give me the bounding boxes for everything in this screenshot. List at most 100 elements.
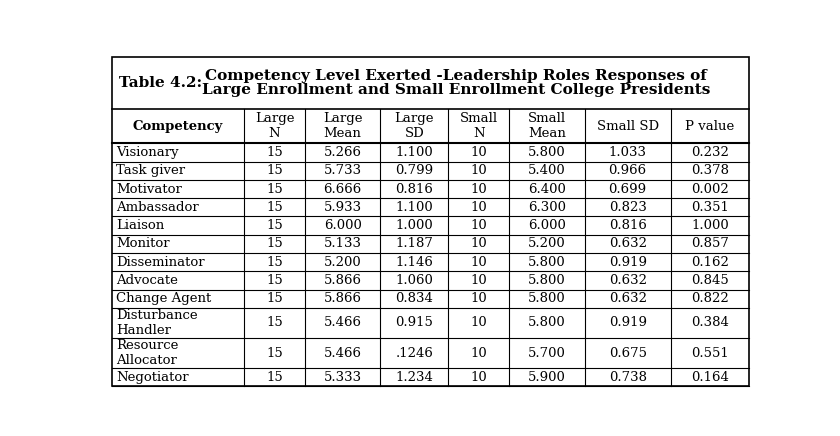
Text: 15: 15 bbox=[266, 292, 283, 305]
Text: 0.919: 0.919 bbox=[609, 255, 647, 269]
Text: 0.002: 0.002 bbox=[691, 183, 729, 195]
Text: Task giver: Task giver bbox=[116, 164, 185, 177]
Text: Large
Mean: Large Mean bbox=[323, 112, 362, 140]
Text: 5.900: 5.900 bbox=[528, 371, 566, 384]
Text: Monitor: Monitor bbox=[116, 237, 170, 250]
Text: 0.919: 0.919 bbox=[609, 317, 647, 330]
Text: Small
Mean: Small Mean bbox=[528, 112, 566, 140]
Text: 6.300: 6.300 bbox=[528, 201, 566, 214]
Text: 15: 15 bbox=[266, 183, 283, 195]
Text: 0.857: 0.857 bbox=[691, 237, 729, 250]
Text: 15: 15 bbox=[266, 146, 283, 159]
Text: 10: 10 bbox=[470, 292, 487, 305]
Text: 10: 10 bbox=[470, 317, 487, 330]
Text: 10: 10 bbox=[470, 255, 487, 269]
Text: 15: 15 bbox=[266, 237, 283, 250]
Text: 10: 10 bbox=[470, 219, 487, 232]
Text: 10: 10 bbox=[470, 347, 487, 360]
Text: 0.845: 0.845 bbox=[691, 274, 729, 287]
Text: 5.133: 5.133 bbox=[323, 237, 362, 250]
Text: 1.000: 1.000 bbox=[396, 219, 433, 232]
Text: Large
N: Large N bbox=[255, 112, 294, 140]
Text: Disseminator: Disseminator bbox=[116, 255, 205, 269]
Text: 0.551: 0.551 bbox=[691, 347, 729, 360]
Text: 10: 10 bbox=[470, 237, 487, 250]
Text: 10: 10 bbox=[470, 371, 487, 384]
Text: 1.146: 1.146 bbox=[396, 255, 433, 269]
Text: 0.816: 0.816 bbox=[609, 219, 647, 232]
Text: Small SD: Small SD bbox=[596, 120, 659, 133]
Text: 0.632: 0.632 bbox=[609, 292, 647, 305]
Text: 5.400: 5.400 bbox=[528, 164, 566, 177]
Text: 1.033: 1.033 bbox=[609, 146, 647, 159]
Text: 1.187: 1.187 bbox=[396, 237, 433, 250]
Text: Advocate: Advocate bbox=[116, 274, 178, 287]
Text: 0.378: 0.378 bbox=[691, 164, 729, 177]
Text: Table 4.2:: Table 4.2: bbox=[119, 76, 202, 90]
Text: 0.232: 0.232 bbox=[691, 146, 729, 159]
Text: 5.800: 5.800 bbox=[528, 274, 566, 287]
Text: 1.100: 1.100 bbox=[396, 146, 433, 159]
Text: 0.699: 0.699 bbox=[608, 183, 647, 195]
Text: 0.823: 0.823 bbox=[609, 201, 647, 214]
Text: Liaison: Liaison bbox=[116, 219, 165, 232]
Text: Motivator: Motivator bbox=[116, 183, 182, 195]
Text: 5.700: 5.700 bbox=[528, 347, 566, 360]
Text: Negotiator: Negotiator bbox=[116, 371, 189, 384]
Text: 1.060: 1.060 bbox=[396, 274, 433, 287]
Text: 5.800: 5.800 bbox=[528, 146, 566, 159]
Text: 0.816: 0.816 bbox=[396, 183, 433, 195]
Text: 0.738: 0.738 bbox=[609, 371, 647, 384]
Text: 5.866: 5.866 bbox=[323, 292, 362, 305]
Text: 0.799: 0.799 bbox=[396, 164, 433, 177]
Text: 15: 15 bbox=[266, 274, 283, 287]
Text: Change Agent: Change Agent bbox=[116, 292, 212, 305]
Text: 15: 15 bbox=[266, 347, 283, 360]
Text: 5.800: 5.800 bbox=[528, 255, 566, 269]
Text: Competency: Competency bbox=[133, 120, 223, 133]
Text: 10: 10 bbox=[470, 274, 487, 287]
Text: 5.333: 5.333 bbox=[323, 371, 362, 384]
Text: 0.632: 0.632 bbox=[609, 237, 647, 250]
Text: .1246: .1246 bbox=[396, 347, 433, 360]
Text: Ambassador: Ambassador bbox=[116, 201, 199, 214]
Text: 6.000: 6.000 bbox=[528, 219, 566, 232]
Text: 5.266: 5.266 bbox=[323, 146, 362, 159]
Text: 5.933: 5.933 bbox=[323, 201, 362, 214]
Text: Resource
Allocator: Resource Allocator bbox=[116, 339, 178, 367]
Text: 15: 15 bbox=[266, 201, 283, 214]
Text: 15: 15 bbox=[266, 164, 283, 177]
Text: 0.164: 0.164 bbox=[691, 371, 729, 384]
Text: 5.800: 5.800 bbox=[528, 292, 566, 305]
Text: 0.822: 0.822 bbox=[691, 292, 729, 305]
Text: 10: 10 bbox=[470, 201, 487, 214]
Text: 15: 15 bbox=[266, 317, 283, 330]
Text: 0.162: 0.162 bbox=[691, 255, 729, 269]
Text: 0.384: 0.384 bbox=[691, 317, 729, 330]
Text: 10: 10 bbox=[470, 183, 487, 195]
Text: 10: 10 bbox=[470, 164, 487, 177]
Text: 15: 15 bbox=[266, 219, 283, 232]
Text: 6.666: 6.666 bbox=[323, 183, 362, 195]
Text: Visionary: Visionary bbox=[116, 146, 179, 159]
Text: Large
SD: Large SD bbox=[395, 112, 434, 140]
Text: 10: 10 bbox=[470, 146, 487, 159]
Text: Large Enrollment and Small Enrollment College Presidents: Large Enrollment and Small Enrollment Co… bbox=[202, 83, 710, 97]
Text: 1.234: 1.234 bbox=[396, 371, 433, 384]
Text: Competency Level Exerted -Leadership Roles Responses of: Competency Level Exerted -Leadership Rol… bbox=[205, 69, 707, 83]
Text: 6.000: 6.000 bbox=[323, 219, 362, 232]
Text: 0.351: 0.351 bbox=[691, 201, 729, 214]
Text: 5.200: 5.200 bbox=[323, 255, 361, 269]
Text: Disturbance
Handler: Disturbance Handler bbox=[116, 309, 197, 337]
Text: 0.632: 0.632 bbox=[609, 274, 647, 287]
Text: 0.675: 0.675 bbox=[609, 347, 647, 360]
Text: 1.000: 1.000 bbox=[691, 219, 729, 232]
Text: 0.966: 0.966 bbox=[608, 164, 647, 177]
Text: 1.100: 1.100 bbox=[396, 201, 433, 214]
Text: Small
N: Small N bbox=[459, 112, 498, 140]
Text: 15: 15 bbox=[266, 371, 283, 384]
Text: 5.866: 5.866 bbox=[323, 274, 362, 287]
Text: 5.466: 5.466 bbox=[323, 347, 362, 360]
Text: 0.915: 0.915 bbox=[396, 317, 433, 330]
Text: 5.466: 5.466 bbox=[323, 317, 362, 330]
